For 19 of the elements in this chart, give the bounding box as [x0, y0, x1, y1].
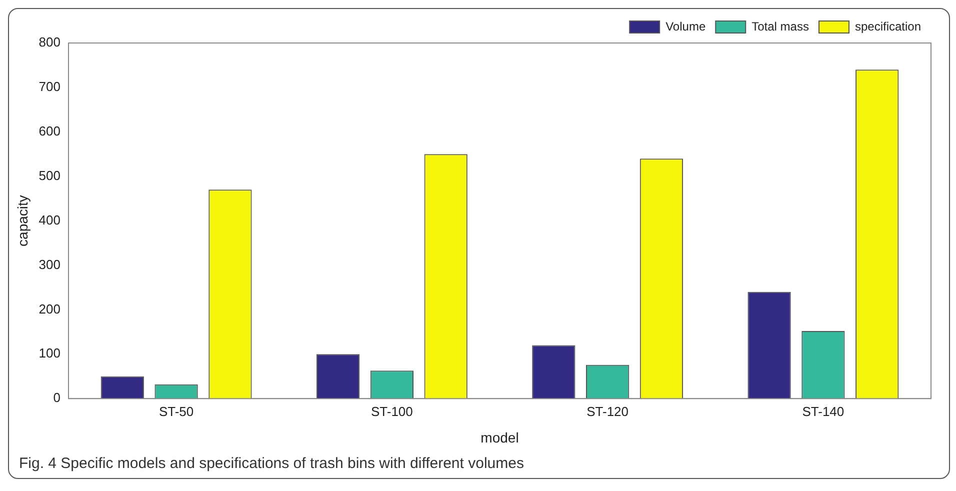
legend-label: Total mass	[752, 19, 809, 34]
x-tick-label: ST-100	[370, 404, 413, 419]
y-tick-label: 400	[38, 212, 60, 228]
y-tick-label: 800	[38, 34, 60, 50]
caption: Fig. 4 Specific models and specifications of trash bins with different volumes	[18, 454, 525, 474]
y-tick-label: 300	[38, 256, 60, 272]
y-tick-label: 0	[53, 390, 60, 406]
legend-label: specification	[854, 19, 922, 34]
y-tick-label: 200	[38, 301, 60, 316]
x-tick-label: ST-120	[586, 404, 629, 419]
x-axis-title: model	[480, 429, 519, 446]
x-tick-label: ST-140	[802, 404, 844, 419]
y-tick-label: 700	[38, 79, 60, 94]
y-tick-label: 600	[38, 123, 60, 138]
y-tick-label: 500	[38, 168, 60, 183]
x-tick-label: ST-50	[158, 404, 194, 419]
y-tick-label: 100	[38, 346, 60, 361]
y-axis-title: capacity	[14, 195, 30, 246]
legend-label: Volume	[666, 19, 706, 34]
